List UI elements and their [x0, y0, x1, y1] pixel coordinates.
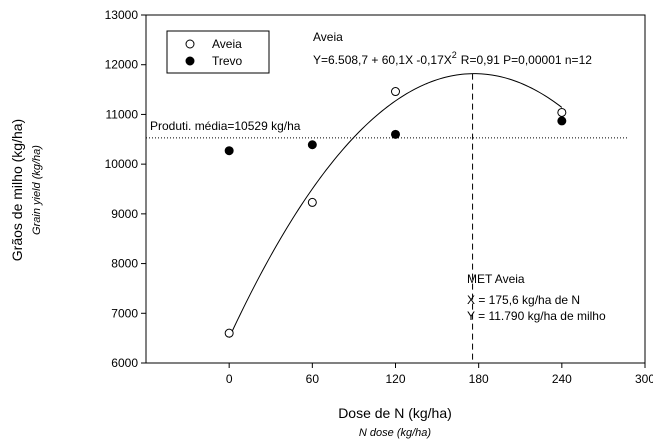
- y-tick-label: 7000: [111, 306, 138, 320]
- x-tick-label: 240: [552, 372, 572, 386]
- fit-layer: [228, 73, 563, 338]
- optimum-x-text: X = 175,6 kg/ha de N: [467, 293, 580, 307]
- y-tick-label: 11000: [106, 107, 139, 121]
- x-tick-label: 300: [635, 372, 653, 386]
- x-tick-label: 0: [226, 372, 233, 386]
- reference-line-label: Produti. média=10529 kg/ha: [150, 119, 301, 133]
- point-trevo: [391, 129, 400, 139]
- point-aveia: [307, 197, 317, 207]
- point-aveia: [391, 87, 400, 97]
- legend-label-aveia: Aveia: [212, 37, 242, 51]
- y-tick-label: 9000: [111, 207, 138, 221]
- y-tick-label: 13000: [105, 8, 139, 22]
- y-axis-title: Grãos de milho (kg/ha): [9, 119, 25, 261]
- x-axis-subtitle: N dose (kg/ha): [359, 427, 431, 439]
- y-tick-label: 10000: [105, 157, 139, 171]
- legend-marker-aveia: [185, 39, 195, 49]
- point-trevo: [557, 116, 567, 126]
- point-trevo: [307, 140, 317, 150]
- fit-equation-prefix: Y=6.508,7 + 60,1X -0,17X: [313, 53, 452, 67]
- point-aveia: [224, 328, 234, 338]
- fit-curve: [228, 73, 563, 338]
- fit-label: Aveia: [313, 30, 343, 44]
- reference-layer: [146, 73, 628, 363]
- y-tick-label: 8000: [111, 257, 138, 271]
- y-axis-subtitle: Grain yield (kg/ha): [31, 145, 43, 235]
- x-tick-label: 60: [306, 372, 320, 386]
- y-tick-label: 12000: [105, 58, 139, 72]
- legend: Aveia Trevo: [166, 30, 270, 74]
- fit-equation: Y=6.508,7 + 60,1X -0,17X2 R=0,91 P=0,0000…: [313, 50, 592, 67]
- points-layer: [224, 87, 567, 338]
- fit-equation-exponent: 2: [452, 50, 457, 60]
- legend-label-trevo: Trevo: [212, 54, 243, 68]
- y-tick-label: 6000: [111, 356, 138, 370]
- optimum-title: MET Aveia: [467, 272, 525, 286]
- legend-marker-trevo: [185, 56, 195, 66]
- x-tick-label: 180: [469, 372, 489, 386]
- point-aveia: [557, 107, 567, 117]
- x-axis-title: Dose de N (kg/ha): [338, 405, 452, 421]
- fit-equation-stats: R=0,91 P=0,00001 n=12: [461, 53, 592, 67]
- point-trevo: [224, 146, 234, 156]
- optimum-y-text: Y = 11.790 kg/ha de milho: [467, 309, 606, 323]
- x-tick-label: 120: [385, 372, 405, 386]
- axes: 0 60 120 180 240 300 6000 7000 8000 9000 10000 1100…: [105, 8, 653, 386]
- legend-box: [166, 30, 270, 74]
